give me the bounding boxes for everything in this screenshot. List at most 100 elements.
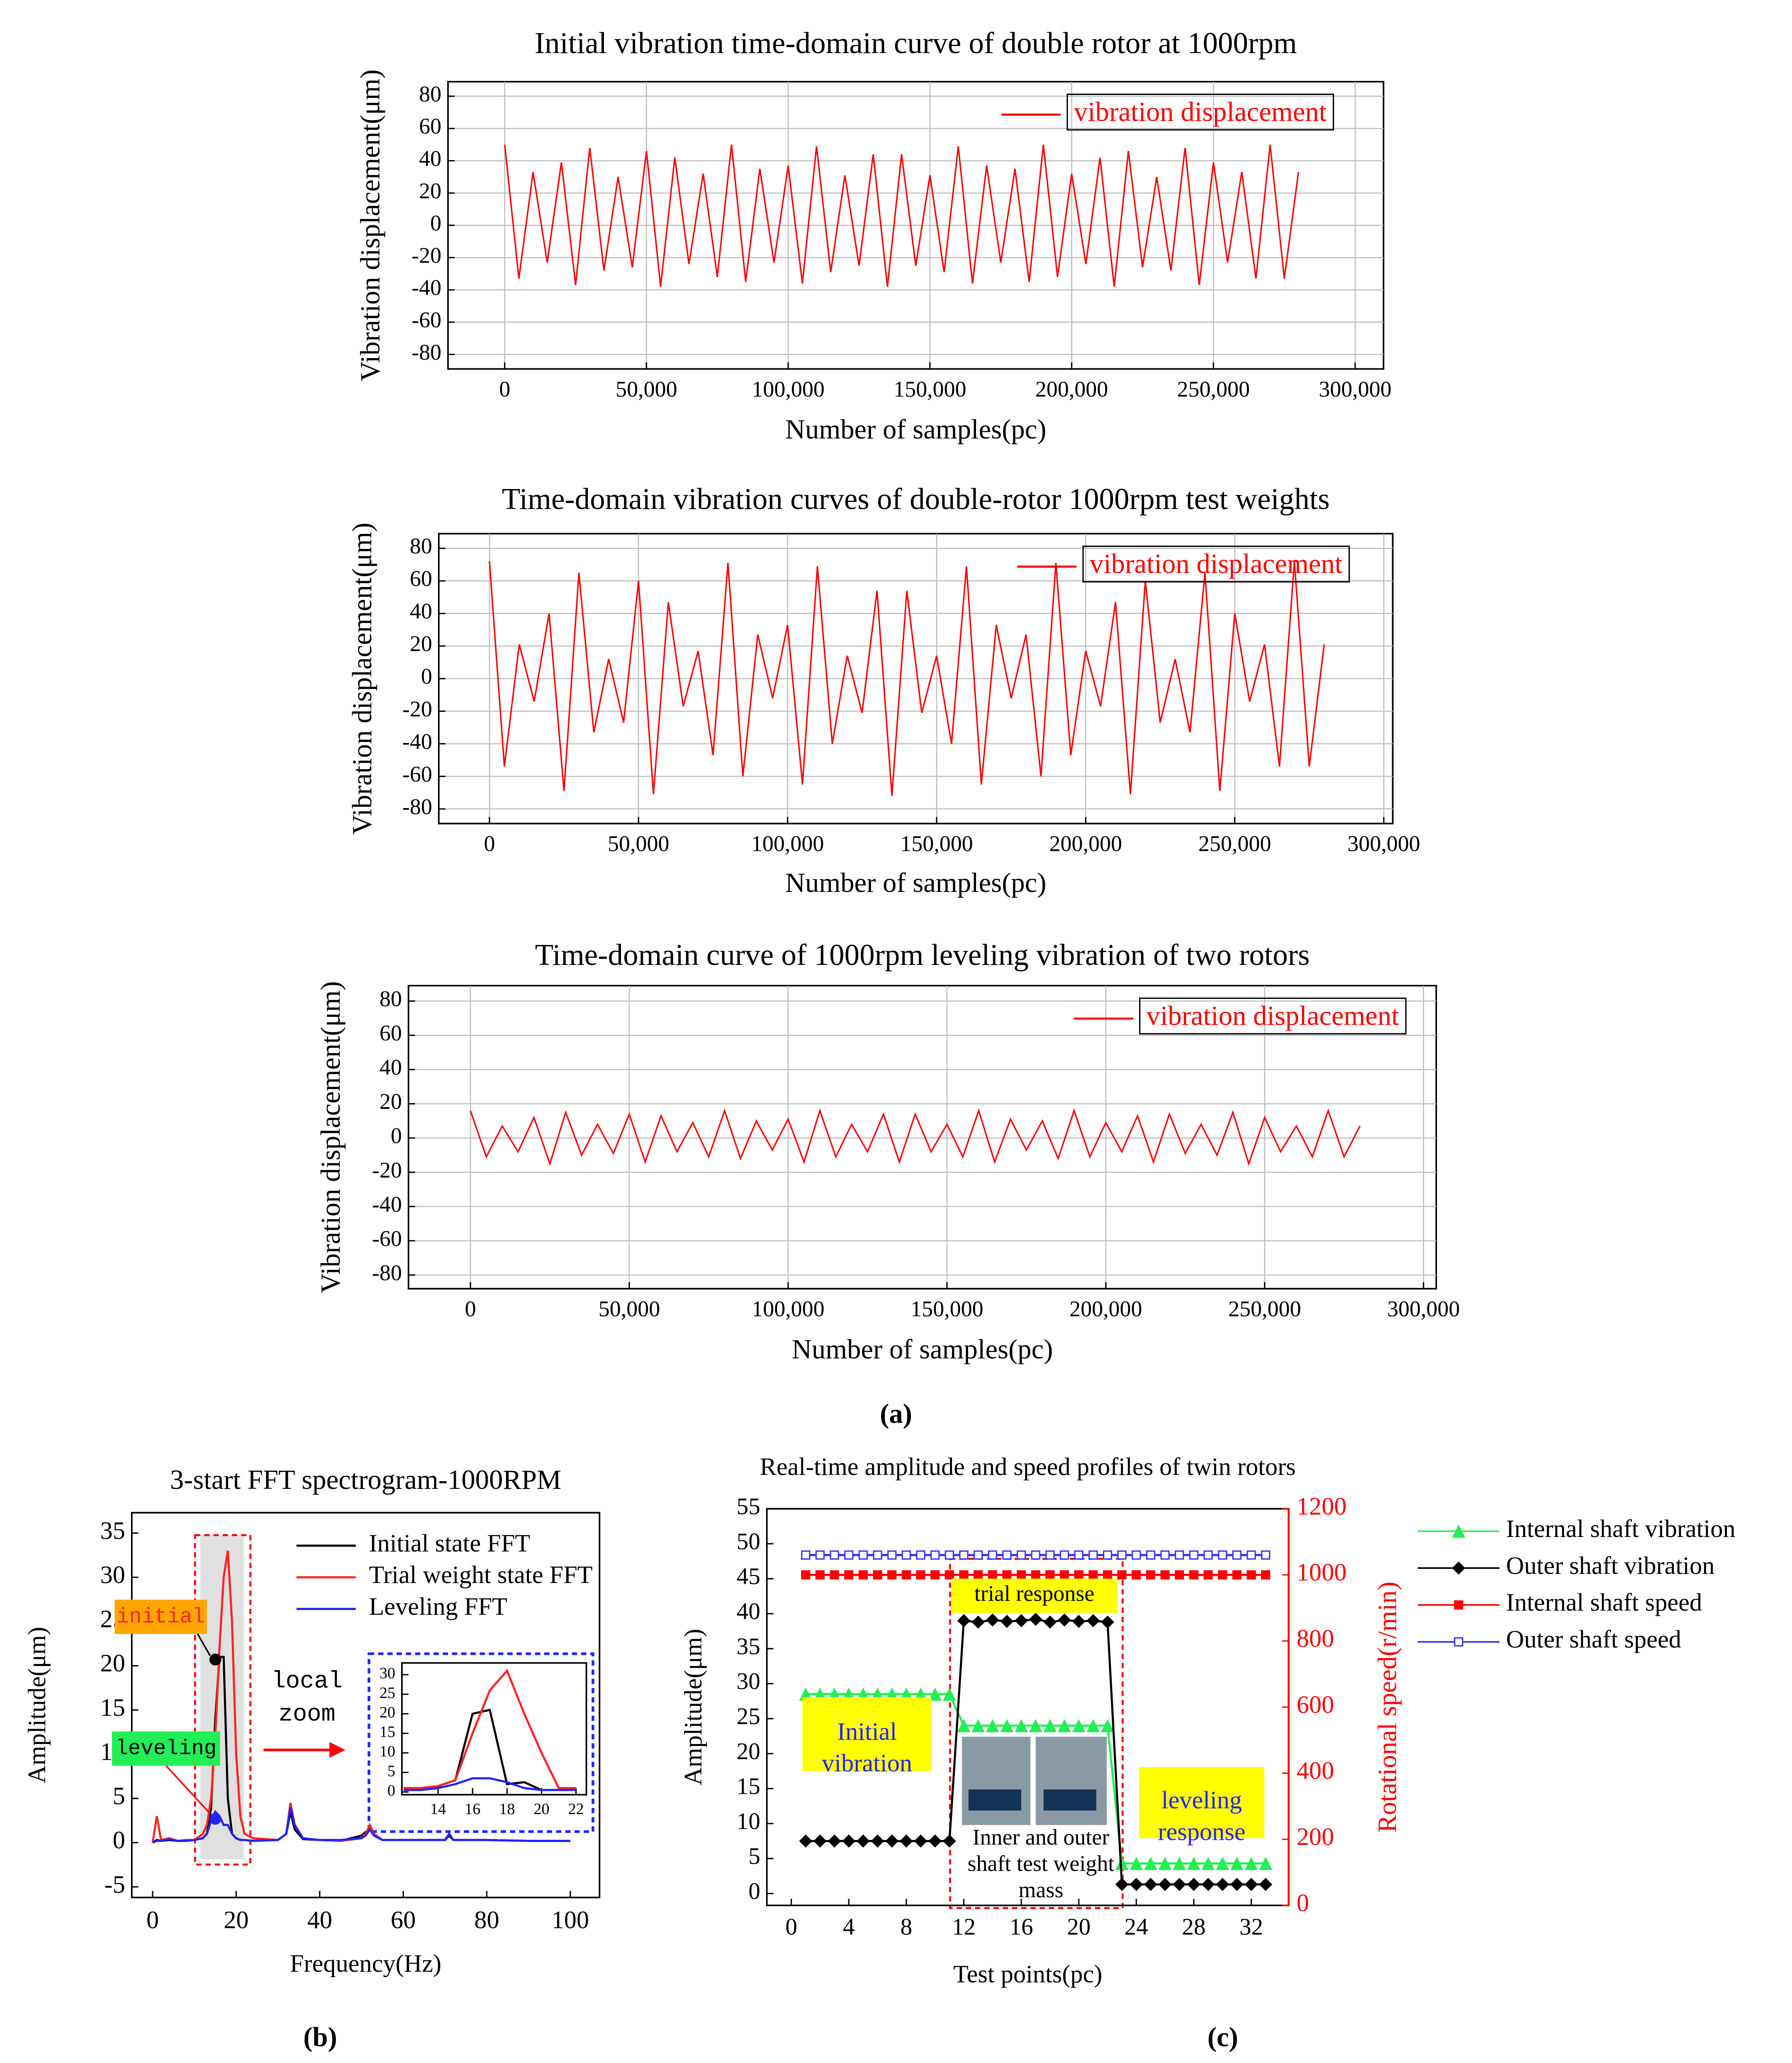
- marker: [1059, 1550, 1069, 1560]
- marker: [885, 1834, 899, 1848]
- x-tick-label: 100,000: [752, 1296, 824, 1321]
- marker: [1232, 1550, 1242, 1560]
- marker: [1072, 1615, 1086, 1628]
- chart-title: Time-domain curve of 1000rpm leveling vi…: [535, 938, 1310, 972]
- annotation: mass: [1018, 1878, 1063, 1902]
- y-tick-label: 0: [113, 1827, 125, 1854]
- x-axis-label: Test points(pc): [953, 1960, 1102, 1988]
- x-tick-label: 150,000: [911, 1296, 983, 1321]
- marker: [1259, 1878, 1273, 1891]
- y-tick-label: 80: [410, 533, 432, 558]
- x-tick-label: 100,000: [751, 831, 824, 856]
- marker: [1452, 1561, 1466, 1575]
- y-tick-label: 20: [380, 1704, 395, 1721]
- marker: [1000, 1719, 1014, 1732]
- marker: [1103, 1550, 1113, 1560]
- y-tick-label: 30: [100, 1561, 125, 1589]
- legend-label: Outer shaft speed: [1506, 1626, 1681, 1654]
- marker: [1144, 1857, 1157, 1870]
- marker: [957, 1719, 971, 1732]
- x-axis-label: Frequency(Hz): [290, 1950, 441, 1978]
- marker: [1029, 1612, 1042, 1626]
- y-tick-label: 60: [410, 566, 432, 591]
- y-tick-label: -60: [402, 762, 432, 787]
- marker: [1261, 1570, 1271, 1580]
- marker: [986, 1613, 999, 1627]
- marker: [1088, 1550, 1098, 1560]
- marker: [1058, 1719, 1071, 1732]
- x-tick-label: 20: [224, 1906, 248, 1934]
- marker: [971, 1615, 985, 1629]
- x-tick-label: 60: [391, 1906, 416, 1934]
- x-tick-label: 22: [568, 1800, 584, 1818]
- x-tick-label: 50,000: [608, 831, 669, 856]
- marker: [1074, 1550, 1083, 1560]
- marker: [1074, 1570, 1083, 1580]
- marker: [844, 1550, 854, 1560]
- photo-display: [968, 1789, 1021, 1811]
- marker: [1002, 1570, 1012, 1580]
- marker: [1259, 1857, 1273, 1870]
- x-tick-label: 20: [1067, 1914, 1091, 1940]
- annotation: Inner and outer: [973, 1825, 1110, 1850]
- arrow: [165, 1765, 211, 1814]
- annotation: zoom: [279, 1701, 336, 1728]
- marker: [1160, 1550, 1170, 1560]
- x-tick-label: 0: [146, 1906, 159, 1934]
- x-tick-label: 28: [1182, 1914, 1205, 1940]
- marker: [1173, 1878, 1186, 1891]
- marker: [1043, 1615, 1057, 1629]
- marker: [801, 1550, 811, 1560]
- marker: [1115, 1878, 1129, 1891]
- marker: [1158, 1857, 1172, 1870]
- marker: [1045, 1550, 1055, 1560]
- inset-frame: [368, 1652, 594, 1833]
- marker: [813, 1834, 827, 1848]
- x-tick-label: 300,000: [1319, 377, 1391, 402]
- marker: [899, 1834, 913, 1848]
- x-tick-label: 80: [474, 1906, 499, 1934]
- marker: [930, 1550, 940, 1560]
- marker: [1218, 1570, 1227, 1580]
- marker: [930, 1570, 940, 1580]
- caption: (c): [1208, 2022, 1238, 2052]
- marker: [1230, 1857, 1244, 1870]
- marker: [916, 1570, 925, 1580]
- marker: [1160, 1570, 1170, 1580]
- chart-title: Real-time amplitude and speed profiles o…: [760, 1453, 1296, 1481]
- marker: [1132, 1550, 1141, 1560]
- x-tick-label: 100: [552, 1906, 589, 1934]
- marker: [1175, 1550, 1184, 1560]
- y-tick-label: -40: [372, 1192, 402, 1217]
- y-axis-label: Vibration displacement(μm): [316, 981, 346, 1293]
- y-tick-label: 0: [748, 1878, 760, 1905]
- marker: [1000, 1615, 1014, 1628]
- annotation-box: [114, 1600, 207, 1634]
- y-tick-label: 35: [737, 1633, 760, 1659]
- y-tick-label: 20: [380, 1089, 402, 1114]
- y-tick-label: 30: [737, 1668, 760, 1695]
- y-tick-label: 0: [387, 1782, 395, 1799]
- marker: [1059, 1570, 1069, 1580]
- marker: [988, 1570, 997, 1580]
- x-tick-label: 0: [499, 377, 510, 402]
- marker: [815, 1570, 825, 1580]
- y-tick-label: 15: [737, 1773, 760, 1800]
- y-tick-label: -60: [411, 307, 441, 332]
- legend-frame: [1082, 546, 1350, 583]
- marker: [1031, 1550, 1040, 1560]
- y-tick-label: -80: [402, 794, 432, 819]
- marker: [1189, 1550, 1198, 1560]
- y-tick-label: -80: [372, 1260, 402, 1285]
- legend-label: Internal shaft vibration: [1506, 1515, 1736, 1543]
- marker: [959, 1550, 969, 1560]
- marker: [1043, 1719, 1057, 1732]
- y-tick-label: 25: [737, 1703, 760, 1729]
- marker: [1086, 1719, 1100, 1732]
- y-tick-label: 80: [380, 986, 402, 1011]
- y-tick-label: -60: [372, 1226, 402, 1251]
- marker: [1130, 1878, 1143, 1891]
- marker: [945, 1570, 954, 1580]
- y-tick-label: 5: [113, 1782, 125, 1810]
- marker: [973, 1570, 983, 1580]
